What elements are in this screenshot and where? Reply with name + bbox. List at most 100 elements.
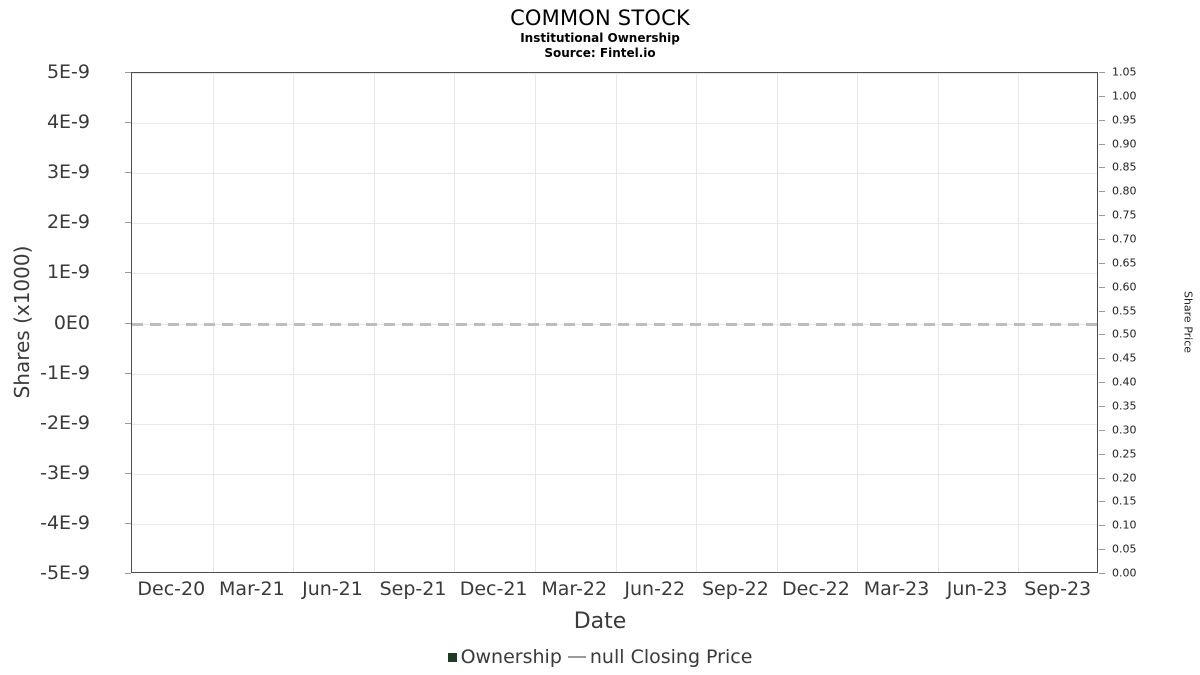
y-axis-right-tick-label: 0.45 bbox=[1112, 351, 1137, 365]
y-axis-right-tick-label: 0.55 bbox=[1112, 304, 1137, 318]
y-axis-tick-mark bbox=[125, 222, 131, 224]
gridline-horizontal bbox=[132, 123, 1097, 125]
x-axis-tick-label: Sep-21 bbox=[379, 578, 447, 600]
gridline-horizontal bbox=[132, 73, 1097, 74]
y-axis-right-tick-mark bbox=[1099, 573, 1105, 574]
y-axis-tick-mark bbox=[125, 372, 131, 374]
y-axis-right-title: Share Price bbox=[1181, 290, 1195, 354]
y-axis-tick-label: 5E-9 bbox=[46, 61, 90, 83]
y-axis-tick-label: -2E-9 bbox=[40, 411, 90, 434]
closing-price-series-line bbox=[132, 322, 1097, 326]
y-axis-right-tick-label: 0.80 bbox=[1112, 184, 1137, 198]
y-axis-right-tick-mark bbox=[1099, 525, 1105, 527]
y-axis-tick-label: -1E-9 bbox=[40, 361, 90, 384]
y-axis-right-tick-label: 0.10 bbox=[1112, 518, 1137, 532]
gridline-horizontal bbox=[132, 423, 1097, 425]
y-axis-tick-mark bbox=[125, 573, 131, 574]
y-axis-right-tick-mark bbox=[1099, 167, 1105, 169]
y-axis-right-tick-label: 0.50 bbox=[1112, 327, 1137, 341]
y-axis-tick-mark bbox=[125, 322, 131, 324]
y-axis-right-tick-mark bbox=[1099, 310, 1105, 312]
y-axis-tick-mark bbox=[125, 422, 131, 424]
x-axis-tick-label: Mar-22 bbox=[541, 578, 608, 600]
y-axis-right-tick-label: 0.65 bbox=[1112, 256, 1137, 270]
y-axis-tick-label: -4E-9 bbox=[40, 511, 90, 534]
y-axis-right-tick-mark bbox=[1099, 239, 1105, 240]
y-axis-right-tick-label: 0.85 bbox=[1112, 160, 1137, 174]
y-axis-right-tick-label: 0.95 bbox=[1112, 113, 1137, 127]
chart-source: Source: Fintel.io bbox=[544, 46, 656, 60]
y-axis-right-tick-mark bbox=[1099, 119, 1105, 121]
y-axis-right-tick-label: 0.25 bbox=[1112, 447, 1137, 461]
x-axis-tick-label: Mar-23 bbox=[863, 578, 930, 600]
y-axis-right-tick-mark bbox=[1099, 453, 1105, 455]
chart-title-block: COMMON STOCK Institutional Ownership Sou… bbox=[0, 0, 1200, 61]
y-axis-right-tick-mark bbox=[1099, 334, 1105, 336]
y-axis-right-tick-label: 0.30 bbox=[1112, 423, 1137, 437]
square-marker-icon bbox=[447, 652, 457, 662]
x-axis-tick-label: Dec-20 bbox=[137, 578, 206, 600]
y-axis-right-tick-mark bbox=[1099, 549, 1105, 551]
y-axis-right-tick-mark bbox=[1099, 286, 1105, 288]
y-axis-tick-mark bbox=[125, 472, 131, 474]
y-axis-right-tick-label: 0.15 bbox=[1112, 494, 1137, 508]
gridline-horizontal bbox=[132, 173, 1097, 175]
x-axis-tick-label: Jun-22 bbox=[624, 578, 686, 600]
y-axis-tick-mark bbox=[125, 122, 131, 124]
y-axis-right-tick-label: 0.00 bbox=[1112, 566, 1137, 580]
y-axis-tick-label: 4E-9 bbox=[46, 111, 90, 134]
y-axis-right-tick-label: 0.70 bbox=[1112, 232, 1137, 246]
y-axis-right-tick-mark bbox=[1099, 143, 1105, 145]
y-axis-right-tick-label: 0.60 bbox=[1112, 280, 1137, 294]
y-axis-tick-label: -5E-9 bbox=[40, 562, 90, 584]
y-axis-right-tick-mark bbox=[1099, 477, 1105, 479]
y-axis-tick-mark bbox=[125, 522, 131, 524]
y-axis-right-tick-mark bbox=[1099, 215, 1105, 217]
x-axis-tick-label: Sep-23 bbox=[1024, 578, 1092, 600]
y-axis-tick-mark bbox=[125, 272, 131, 274]
y-axis-tick-label: -3E-9 bbox=[40, 461, 90, 484]
line-marker-icon bbox=[567, 656, 586, 658]
y-axis-right-tick-mark bbox=[1099, 429, 1105, 431]
y-axis-right-tick-label: 0.35 bbox=[1112, 399, 1137, 413]
gridline-horizontal bbox=[132, 273, 1097, 275]
gridline-horizontal bbox=[132, 473, 1097, 475]
y-axis-tick-mark bbox=[125, 72, 131, 73]
legend-item-closing-price[interactable]: null Closing Price bbox=[567, 646, 753, 668]
y-axis-right-tick-label: 1.05 bbox=[1112, 65, 1137, 79]
y-axis-right-tick-mark bbox=[1099, 72, 1105, 73]
legend-label-ownership: Ownership bbox=[460, 646, 562, 668]
y-axis-right-tick-label: 0.90 bbox=[1112, 137, 1137, 151]
y-axis-right-tick-label: 0.20 bbox=[1112, 471, 1137, 485]
y-axis-tick-label: 2E-9 bbox=[46, 211, 90, 234]
x-axis-tick-label: Sep-22 bbox=[701, 578, 769, 600]
y-axis-right-tick-label: 1.00 bbox=[1112, 89, 1137, 103]
y-axis-right-tick-mark bbox=[1099, 382, 1105, 384]
x-axis-title: Date bbox=[573, 609, 627, 634]
chart-subtitle: Institutional Ownership bbox=[520, 31, 680, 45]
y-axis-right-tick-label: 0.05 bbox=[1112, 542, 1137, 556]
y-axis-right-tick-mark bbox=[1099, 406, 1105, 407]
plot-area bbox=[131, 72, 1098, 573]
y-axis-tick-label: 3E-9 bbox=[46, 161, 90, 184]
y-axis-right-tick-label: 0.40 bbox=[1112, 375, 1137, 389]
x-axis-tick-label: Jun-21 bbox=[302, 578, 363, 600]
gridline-horizontal bbox=[132, 373, 1097, 375]
y-axis-right-tick-mark bbox=[1099, 501, 1105, 503]
y-axis-right-tick-mark bbox=[1099, 262, 1105, 264]
gridline-horizontal bbox=[132, 523, 1097, 525]
y-axis-tick-mark bbox=[125, 172, 131, 174]
y-axis-right-tick-mark bbox=[1099, 358, 1105, 360]
gridline-horizontal bbox=[132, 223, 1097, 225]
y-axis-tick-label: 0E0 bbox=[53, 311, 90, 334]
legend-label-closing-price: null Closing Price bbox=[589, 646, 753, 668]
legend-item-ownership[interactable]: Ownership bbox=[447, 646, 562, 668]
y-axis-right-tick-mark bbox=[1099, 191, 1105, 193]
x-axis-tick-label: Mar-21 bbox=[219, 578, 285, 600]
y-axis-right-tick-label: 0.75 bbox=[1112, 208, 1137, 222]
y-axis-right-tick-mark bbox=[1099, 95, 1105, 97]
y-axis-tick-label: 1E-9 bbox=[46, 261, 90, 284]
y-axis-title: Shares (x1000) bbox=[10, 245, 34, 399]
x-axis-tick-label: Jun-23 bbox=[946, 578, 1008, 600]
chart-legend: Ownership null Closing Price bbox=[0, 646, 1200, 668]
